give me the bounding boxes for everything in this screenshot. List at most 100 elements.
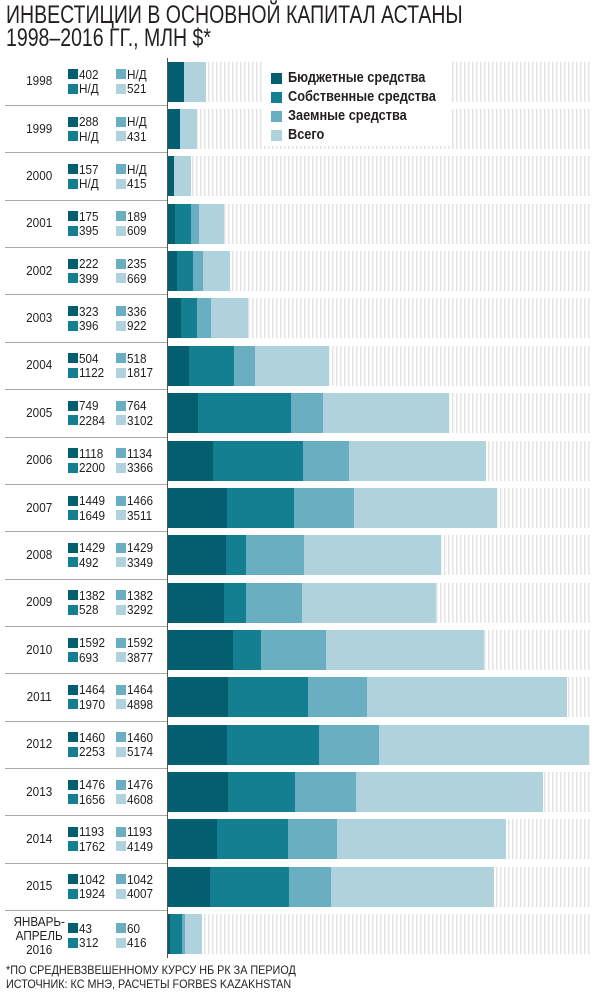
bar-segment-total [184,914,202,954]
value-swatch-budget [68,164,78,175]
value-swatch-total [116,937,126,948]
row-separator [5,341,167,343]
row-separator [5,625,167,627]
value-swatch-own [68,83,78,94]
bar-segment-own [216,819,289,860]
bar-segment-budget [168,203,176,244]
value-swatch-total [116,746,126,757]
data-label-loan: 189 [127,208,147,224]
bar-segment-loan [288,866,332,907]
bar-segment-total [322,393,449,434]
bar-segment-budget [168,109,180,150]
bar-segment-total [184,61,206,102]
category-label: 2004 [26,357,53,373]
data-label-own: 396 [79,318,99,334]
value-swatch-loan [116,495,126,506]
footnote: *ПО СРЕДНЕВЗВЕШЕННОМУ КУРСУ НБ РК ЗА ПЕР… [6,963,296,991]
bar-segment-own [232,629,261,670]
category-label: 1999 [26,120,53,136]
bar-segment-own [177,251,194,292]
category-label: 2009 [26,594,53,610]
legend-label-total: Всего [288,127,325,143]
bar-segment-budget [168,819,217,860]
legend [262,62,452,146]
value-swatch-loan [116,637,126,648]
value-swatch-total [116,367,126,378]
category-label: 2010 [26,641,53,657]
bar-segment-loan [246,535,305,576]
data-label-own: 399 [79,270,99,286]
value-swatch-loan [116,732,126,743]
category-label: 2002 [26,262,53,278]
bar-segment-own [210,866,289,907]
value-swatch-budget [68,542,78,553]
data-label-loan: 518 [127,350,147,366]
data-label-own: 1656 [79,791,106,807]
value-swatch-own [68,746,78,757]
bar-segment-own [226,487,295,528]
bar-segment-total [367,677,567,718]
data-label-budget: 1460 [79,729,106,745]
data-label-loan: 1464 [127,682,154,698]
bar-segment-budget [168,771,229,812]
data-label-total: 416 [127,935,147,950]
bar-segment-total [378,724,590,765]
bar-segment-total [210,298,249,339]
row-separator [5,910,167,911]
value-swatch-budget [68,211,78,222]
value-swatch-total [116,557,126,568]
value-swatch-total [116,794,126,805]
data-label-loan: 1134 [127,445,153,461]
bar-segment-total [325,629,484,670]
value-swatch-budget [68,779,78,790]
bar-track [168,914,590,954]
legend-swatch-own [271,92,282,103]
chart-title: ИНВЕСТИЦИИ В ОСНОВНОЙ КАПИТАЛ АСТАНЫ 199… [6,3,463,51]
data-label-loan: 1460 [127,729,154,745]
data-label-total: 3292 [127,602,154,618]
data-label-budget: 43 [79,920,93,936]
data-label-loan: 1466 [127,493,154,509]
data-label-own: 693 [79,649,99,665]
category-label: 2008 [26,546,53,562]
bar-segment-total [353,487,497,528]
bar-segment-own [169,914,183,954]
value-swatch-budget [68,732,78,743]
bar-segment-budget [168,251,178,292]
data-label-loan: 1476 [127,777,154,793]
legend-swatch-loan [271,111,282,122]
data-label-budget: 1042 [79,871,106,887]
value-swatch-loan [116,258,126,269]
data-label-total: 3877 [127,649,154,665]
bar-segment-total [179,109,198,150]
data-label-loan: 1193 [127,824,153,840]
value-swatch-own [68,841,78,852]
legend-swatch-budget [271,73,282,84]
data-label-budget: 1464 [79,682,106,698]
row-separator [5,199,167,201]
data-label-total: 415 [127,176,147,192]
bar-segment-loan [260,629,326,670]
value-swatch-own [68,937,78,948]
data-label-own: 312 [79,935,99,950]
row-separator [5,862,167,864]
bar-segment-total [255,345,330,386]
category-label: 2012 [26,736,53,752]
data-label-own: 2253 [79,744,106,760]
data-label-budget: 288 [79,114,99,130]
value-swatch-budget [68,258,78,269]
value-swatch-loan [116,923,126,933]
value-swatch-loan [116,590,126,601]
legend-label-own: Собственные средства [288,89,436,105]
data-label-total: 922 [127,318,147,334]
data-label-total: 4149 [127,838,154,854]
data-label-budget: 323 [79,303,99,319]
data-label-budget: 1429 [79,540,106,556]
category-label: 2001 [26,215,53,231]
data-label-total: 669 [127,270,147,286]
data-label-total: 4898 [127,696,154,712]
value-swatch-total [116,273,126,284]
data-label-own: 395 [79,223,99,239]
value-swatch-total [116,225,126,236]
value-swatch-loan [116,69,126,80]
